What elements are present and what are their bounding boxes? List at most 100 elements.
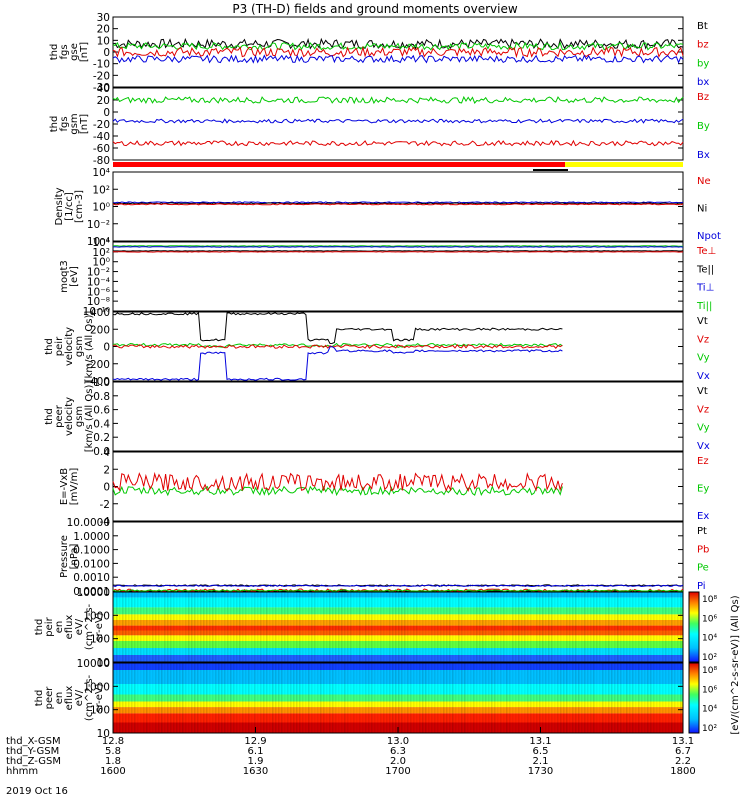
heatmap-column (371, 592, 373, 662)
heatmap-column (665, 663, 667, 733)
x-tick-label: 1600 (100, 766, 125, 777)
heatmap-column (383, 592, 385, 662)
heatmap-column (440, 592, 442, 662)
series-line-bx (112, 54, 684, 64)
heatmap-column (422, 663, 424, 733)
heatmap-column (242, 592, 244, 662)
heatmap-column (194, 663, 196, 733)
heatmap-column (611, 592, 613, 662)
series-line-vt (112, 311, 563, 345)
y-axis-label-line: thd (49, 44, 60, 61)
heatmap-column (446, 592, 448, 662)
heatmap-column (662, 592, 664, 662)
heatmap-column (398, 592, 400, 662)
y-tick-label: 10 (97, 728, 110, 740)
heatmap-column (341, 592, 343, 662)
y-tick-label: -2 (100, 499, 110, 511)
heatmap-column (224, 663, 226, 733)
heatmap-column (236, 663, 238, 733)
heatmap-column (188, 663, 190, 733)
heatmap-column (161, 592, 163, 662)
y-tick-label: 10⁻⁶ (87, 286, 110, 298)
heatmap-column (578, 592, 580, 662)
heatmap-column (650, 663, 652, 733)
y-tick-label: 0 (103, 482, 110, 494)
y-axis-label: thdfgsgse[nT] (49, 42, 90, 62)
y-tick-label: 10⁰ (92, 202, 110, 214)
heatmap-column (134, 663, 136, 733)
heatmap-column (581, 663, 583, 733)
heatmap-column (176, 592, 178, 662)
heatmap-column (668, 663, 670, 733)
heatmap-column (467, 592, 469, 662)
heatmap-column (200, 663, 202, 733)
legend-entry: Vy (697, 353, 710, 364)
heatmap-column (323, 592, 325, 662)
heatmap-column (347, 663, 349, 733)
y-tick-label: 1000 (83, 681, 110, 693)
heatmap-column (506, 592, 508, 662)
heatmap-column (305, 592, 307, 662)
heatmap-column (140, 663, 142, 733)
y-axis-label: thdpeirvelocitygsm[km/s (All Qs)] (44, 311, 95, 383)
heatmap-column (485, 663, 487, 733)
heatmap-column (350, 592, 352, 662)
panel-4: moqt3[eV] (59, 241, 684, 312)
x-tick-label: 1.9 (248, 756, 264, 767)
heatmap-column (497, 663, 499, 733)
heatmap-column (668, 592, 670, 662)
heatmap-column (491, 592, 493, 662)
y-axis-label-line: gsm (74, 406, 85, 427)
y-axis-label: moqt3[eV] (59, 260, 80, 293)
y-tick-label: 10⁻² (87, 267, 110, 279)
heatmap-column (524, 663, 526, 733)
heatmap-column (551, 663, 553, 733)
heatmap-column (167, 663, 169, 733)
heatmap-column (314, 663, 316, 733)
heatmap-column (629, 592, 631, 662)
heatmap-column (326, 663, 328, 733)
heatmap-column (128, 592, 130, 662)
heatmap-column (326, 592, 328, 662)
y-tick-label: 10⁻⁴ (87, 276, 110, 288)
y-tick-label: 10 (97, 35, 110, 47)
y-tick-label: -60 (93, 143, 110, 155)
heatmap-band (113, 607, 683, 615)
heatmap-column (542, 663, 544, 733)
heatmap-column (245, 663, 247, 733)
heatmap-column (266, 592, 268, 662)
series-line-vy (113, 342, 563, 348)
heatmap-column (362, 592, 364, 662)
heatmap-column (263, 663, 265, 733)
y-tick-label: -4 (100, 516, 111, 528)
heatmap-band (113, 597, 683, 608)
heatmap-column (617, 663, 619, 733)
heatmap-column (137, 663, 139, 733)
heatmap-column (554, 592, 556, 662)
heatmap-column (188, 592, 190, 662)
heatmap-column (545, 592, 547, 662)
heatmap-column (167, 592, 169, 662)
heatmap-column (173, 592, 175, 662)
colorbar-tick-label: 10⁶ (702, 614, 717, 624)
heatmap-column (593, 663, 595, 733)
x-tick-label: 1630 (243, 766, 268, 777)
heatmap-column (140, 592, 142, 662)
heatmap-column (347, 592, 349, 662)
heatmap-column (413, 663, 415, 733)
y-tick-label: 10⁰ (92, 257, 110, 269)
heatmap-column (179, 592, 181, 662)
series-line-ey (112, 485, 563, 497)
heatmap-column (359, 592, 361, 662)
y-axis-label-line: en (54, 692, 65, 705)
heatmap-column (458, 663, 460, 733)
heatmap-column (563, 663, 565, 733)
heatmap-column (632, 592, 634, 662)
heatmap-column (404, 663, 406, 733)
heatmap-column (197, 592, 199, 662)
heatmap-column (209, 663, 211, 733)
heatmap-band (113, 614, 683, 620)
y-axis-label-line: velocity (64, 397, 75, 436)
panel-9: thdpeirenefluxeV/(cm^2-s-sr-eV) (34, 591, 684, 663)
